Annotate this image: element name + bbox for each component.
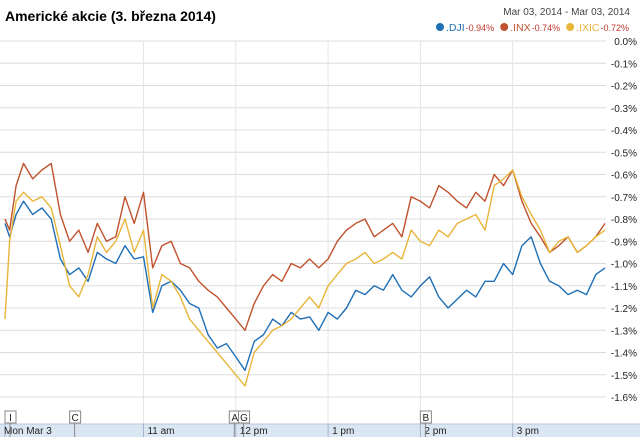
y-tick-label: -1.3% (611, 326, 637, 337)
x-tick-label: Mon Mar 3 (4, 426, 52, 437)
x-axis: Mon Mar 3 11 am 12 pm 1 pm 2 pm 3 pm (4, 424, 539, 437)
series-lines (4, 162, 606, 387)
legend-swatch-dji (436, 23, 444, 31)
y-tick-label: -0.6% (611, 171, 637, 182)
event-marker-label: C (71, 413, 78, 424)
event-marker-box (4, 410, 17, 424)
y-tick-label: -0.2% (611, 82, 637, 93)
event-marker-box (69, 410, 82, 424)
event-marker-label: B (423, 413, 430, 424)
legend-name-ixic: .IXIC (576, 22, 600, 34)
y-tick-label: -1.1% (611, 282, 637, 293)
event-marker-label: A (231, 413, 238, 424)
y-tick-label: 0.0% (614, 37, 637, 48)
y-tick-label: -1.5% (611, 371, 637, 382)
legend-swatch-ixic (566, 23, 575, 31)
y-axis: 0.0% -0.1% -0.2% -0.3% -0.4% -0.5% -0.6% -0.7% -… (611, 37, 637, 404)
event-marker-box (238, 410, 251, 424)
x-axis-bar (0, 424, 640, 437)
y-tick-label: -0.4% (611, 126, 637, 137)
x-tick-label: 2 pm (424, 426, 446, 437)
y-tick-label: -0.9% (611, 237, 637, 248)
y-tick-label: -0.1% (611, 59, 637, 70)
legend-swatch-inx (500, 23, 509, 31)
series-line-inx (4, 162, 606, 331)
legend-change-ixic: -0.72% (601, 23, 630, 33)
legend-name-dji: .DJI (446, 22, 465, 34)
series-line-dji (4, 200, 606, 371)
event-marker-i[interactable]: I (4, 410, 17, 437)
y-tick-label: -1.0% (611, 260, 637, 271)
event-marker-label: I (9, 413, 12, 424)
legend-name-inx: .INX (510, 22, 530, 34)
event-marker-c[interactable]: C (69, 410, 82, 437)
chart-title: Americké akcie (3. března 2014) (5, 8, 216, 24)
y-tick-label: -1.4% (611, 349, 637, 360)
event-marker-b[interactable]: B (419, 410, 432, 437)
legend-change-dji: -0.94% (466, 23, 495, 33)
x-tick-label: 12 pm (240, 426, 268, 437)
y-tick-label: -1.6% (611, 393, 637, 404)
x-tick-label: 3 pm (517, 426, 539, 437)
legend-change-inx: -0.74% (532, 23, 561, 33)
event-marker-g[interactable]: G (238, 410, 251, 437)
y-tick-label: -0.7% (611, 193, 637, 204)
event-marker-box (419, 410, 432, 424)
date-range: Mar 03, 2014 - Mar 03, 2014 (503, 7, 630, 18)
legend: .DJI -0.94% .INX -0.74% .IXIC -0.72% (436, 22, 629, 34)
y-tick-label: -0.8% (611, 215, 637, 226)
event-marker-label: G (240, 413, 248, 424)
y-tick-label: -0.5% (611, 148, 637, 159)
series-line-ixic (4, 169, 606, 387)
x-tick-label: 1 pm (332, 426, 354, 437)
grid (0, 40, 606, 424)
y-tick-label: -1.2% (611, 304, 637, 315)
x-tick-label: 11 am (147, 426, 174, 437)
y-tick-label: -0.3% (611, 104, 637, 115)
